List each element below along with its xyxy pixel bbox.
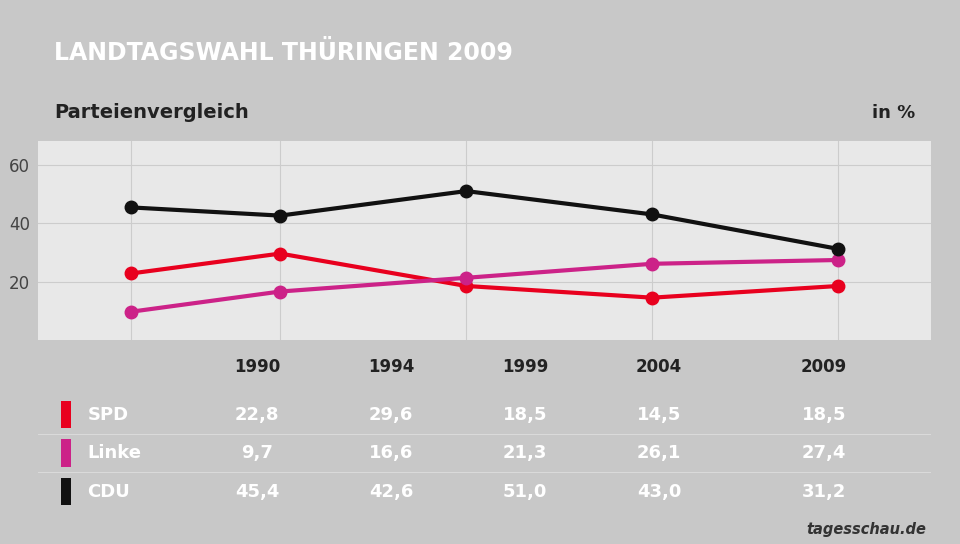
Text: 45,4: 45,4 [235,483,279,500]
Text: 16,6: 16,6 [369,444,413,462]
Text: CDU: CDU [87,483,131,500]
Text: 18,5: 18,5 [802,406,847,424]
Text: 1999: 1999 [502,358,548,376]
Text: 2004: 2004 [636,358,682,376]
Text: 51,0: 51,0 [503,483,547,500]
Text: 22,8: 22,8 [235,406,279,424]
Bar [60,440,71,467]
Text: 43,0: 43,0 [636,483,681,500]
Text: 1990: 1990 [234,358,280,376]
Text: Parteienvergleich: Parteienvergleich [55,103,250,122]
Text: 21,3: 21,3 [503,444,547,462]
Text: SPD: SPD [87,406,129,424]
Text: 27,4: 27,4 [802,444,847,462]
Text: 42,6: 42,6 [369,483,413,500]
Text: tagesschau.de: tagesschau.de [806,522,926,537]
Text: 14,5: 14,5 [636,406,681,424]
Text: 31,2: 31,2 [802,483,847,500]
Text: 18,5: 18,5 [503,406,547,424]
Text: LANDTAGSWAHL THÜRINGEN 2009: LANDTAGSWAHL THÜRINGEN 2009 [55,41,514,65]
Text: 29,6: 29,6 [369,406,413,424]
Text: 2009: 2009 [801,358,847,376]
Text: 9,7: 9,7 [241,444,273,462]
Bar [60,478,71,505]
Text: in %: in % [872,104,915,122]
Text: 1994: 1994 [368,358,415,376]
Bar [60,401,71,428]
Text: 26,1: 26,1 [636,444,681,462]
Text: Linke: Linke [87,444,141,462]
